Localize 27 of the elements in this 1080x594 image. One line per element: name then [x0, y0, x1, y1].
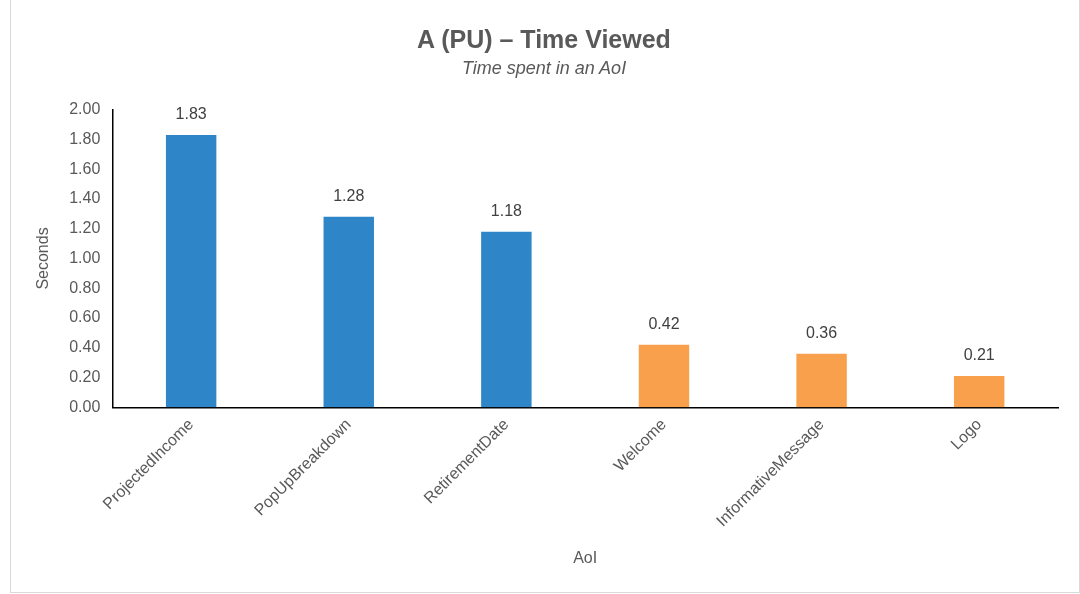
y-tick-label: 1.80 [69, 129, 101, 147]
y-tick-label: 0.00 [69, 397, 101, 415]
y-tick-label: 1.20 [69, 219, 101, 237]
bar [953, 376, 1005, 408]
y-tick-label: 0.40 [69, 338, 101, 356]
y-tick-label: 1.40 [69, 189, 101, 207]
bar [323, 216, 374, 408]
x-axis-title: AoI [573, 548, 598, 566]
y-tick-label: 0.60 [69, 308, 101, 326]
y-tick-label: 0.20 [69, 367, 101, 385]
chart-title: A (PU) – Time Viewed [417, 24, 671, 53]
data-label: 1.28 [333, 187, 365, 205]
bar [481, 231, 532, 408]
bar [165, 134, 217, 408]
data-label: 0.21 [963, 346, 995, 364]
data-label: 1.18 [490, 202, 523, 220]
y-axis-title: Seconds [34, 227, 52, 290]
y-tick-label: 2.00 [69, 100, 101, 118]
chart-subtitle: Time spent in an AoI [461, 57, 627, 78]
bar [638, 344, 690, 408]
y-tick-label: 0.80 [69, 278, 101, 296]
data-label: 0.42 [648, 315, 680, 333]
data-label: 1.83 [175, 105, 207, 123]
bar [796, 353, 847, 408]
data-label: 0.36 [806, 324, 838, 342]
y-tick-label: 1.00 [69, 248, 101, 266]
y-tick-label: 1.60 [69, 159, 101, 177]
